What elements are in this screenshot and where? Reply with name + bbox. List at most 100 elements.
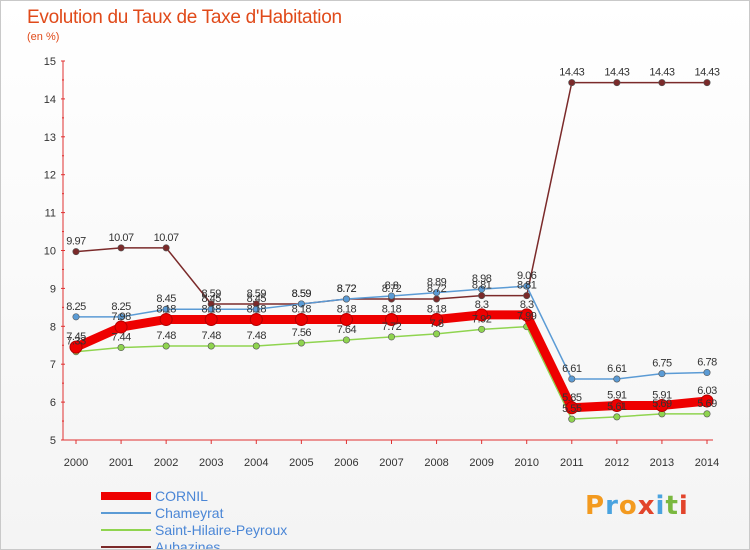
y-tick-label: 8 xyxy=(50,321,56,333)
x-tick-label: 2010 xyxy=(514,457,538,469)
data-point xyxy=(523,282,531,290)
data-point xyxy=(655,399,669,413)
data-point xyxy=(117,244,125,252)
chart-legend: CORNIL Chameyrat Saint-Hilaire-Peyroux Auba… xyxy=(101,487,287,549)
data-point xyxy=(613,375,621,383)
data-label: 5.91 xyxy=(607,390,627,402)
data-label: 14.43 xyxy=(559,67,584,79)
data-point xyxy=(72,313,80,321)
x-tick-label: 2002 xyxy=(154,457,178,469)
data-point xyxy=(339,312,353,326)
data-label: 7.48 xyxy=(156,330,176,342)
legend-swatch xyxy=(101,491,151,500)
x-tick-label: 2003 xyxy=(199,457,223,469)
data-point xyxy=(613,79,621,87)
data-point xyxy=(252,342,260,350)
data-point xyxy=(72,248,80,256)
data-point xyxy=(162,342,170,350)
logo-letter: o xyxy=(618,491,638,521)
data-label: 7.92 xyxy=(472,313,492,325)
data-label: 7.48 xyxy=(247,330,267,342)
x-tick-label: 2006 xyxy=(334,457,358,469)
y-tick-label: 12 xyxy=(44,170,56,182)
data-label: 8.8 xyxy=(385,280,399,292)
data-label: 8.59 xyxy=(292,288,312,300)
data-point xyxy=(523,292,531,300)
data-label: 8.59 xyxy=(292,288,312,300)
data-point xyxy=(159,312,173,326)
x-tick-label: 2005 xyxy=(289,457,313,469)
data-point xyxy=(433,295,441,303)
data-point xyxy=(387,292,395,300)
y-tick-label: 6 xyxy=(50,397,56,409)
data-label: 8.25 xyxy=(66,301,86,313)
data-label: 10.07 xyxy=(109,232,134,244)
legend-swatch xyxy=(101,528,151,531)
x-tick-label: 2012 xyxy=(605,457,629,469)
logo-letter: i xyxy=(678,491,689,521)
data-label: 5.61 xyxy=(607,401,627,413)
x-tick-label: 2014 xyxy=(695,457,719,469)
data-point xyxy=(658,370,666,378)
logo-letter: t xyxy=(665,491,679,521)
legend-swatch xyxy=(101,511,151,514)
data-point xyxy=(207,342,215,350)
y-tick-label: 13 xyxy=(44,132,56,144)
data-label: 6.61 xyxy=(607,363,627,375)
y-tick-label: 11 xyxy=(45,208,56,220)
data-label: 9.06 xyxy=(517,270,537,282)
logo-letter: x xyxy=(637,491,656,521)
data-point xyxy=(703,410,711,418)
x-tick-label: 2001 xyxy=(109,457,133,469)
data-point xyxy=(433,289,441,297)
series-line-aubazines xyxy=(75,81,707,305)
data-point xyxy=(162,305,170,313)
data-point xyxy=(475,308,489,322)
data-label: 10.07 xyxy=(154,232,179,244)
data-point xyxy=(478,285,486,293)
data-label: 5.69 xyxy=(697,398,717,410)
data-label: 7.99 xyxy=(517,311,537,323)
data-point xyxy=(387,333,395,341)
data-point xyxy=(117,344,125,352)
y-tick-label: 15 xyxy=(44,56,56,68)
data-label: 14.43 xyxy=(604,67,629,79)
data-label: 5.69 xyxy=(652,398,672,410)
data-label: 7.56 xyxy=(292,327,312,339)
data-point xyxy=(700,394,714,408)
data-point xyxy=(342,295,350,303)
data-point xyxy=(294,312,308,326)
chart-subtitle: (en %) xyxy=(27,31,60,43)
data-label: 8.81 xyxy=(472,280,492,292)
data-label: 7.98 xyxy=(111,311,131,323)
data-label: 8.18 xyxy=(156,303,176,315)
data-point xyxy=(568,79,576,87)
data-label: 8.89 xyxy=(427,277,447,289)
data-label: 8.72 xyxy=(427,283,447,295)
data-point xyxy=(703,79,711,87)
data-point xyxy=(613,413,621,421)
data-label: 8.45 xyxy=(247,293,267,305)
data-point xyxy=(342,336,350,344)
legend-item: Chameyrat xyxy=(101,504,287,521)
data-label: 8.72 xyxy=(382,283,402,295)
data-point xyxy=(430,312,444,326)
data-label: 8.18 xyxy=(247,303,267,315)
data-point xyxy=(520,308,534,322)
legend-label: Chameyrat xyxy=(155,504,224,521)
legend-label: CORNIL xyxy=(155,487,208,504)
data-point xyxy=(114,320,128,334)
data-label: 8.18 xyxy=(337,303,357,315)
data-label: 7.45 xyxy=(66,331,86,343)
y-tick-label: 14 xyxy=(44,94,56,106)
logo-letter: r xyxy=(605,491,619,521)
data-label: 8.18 xyxy=(382,303,402,315)
data-label: 7.44 xyxy=(111,332,131,344)
data-point xyxy=(433,330,441,338)
y-tick-label: 5 xyxy=(50,435,56,447)
y-tick-label: 9 xyxy=(50,283,56,295)
data-label: 8.18 xyxy=(292,303,312,315)
x-tick-label: 2011 xyxy=(560,457,584,469)
data-label: 6.61 xyxy=(562,363,582,375)
